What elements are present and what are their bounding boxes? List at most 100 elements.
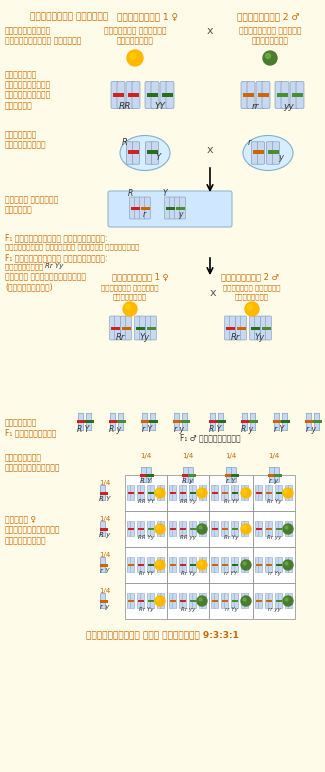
FancyBboxPatch shape (173, 594, 177, 608)
Circle shape (285, 598, 288, 601)
Circle shape (283, 488, 293, 498)
Circle shape (197, 488, 207, 498)
Bar (180, 492, 186, 494)
Text: விதையிலை: விதையிலை (235, 293, 269, 300)
FancyBboxPatch shape (193, 557, 197, 573)
FancyBboxPatch shape (121, 316, 126, 340)
Text: உருண்டை மஞ்சள்: உருண்டை மஞ்சள் (101, 284, 159, 290)
FancyBboxPatch shape (193, 522, 197, 537)
Bar (276, 492, 282, 494)
Bar (212, 528, 218, 530)
Bar (209, 547, 253, 583)
Circle shape (157, 489, 160, 493)
Text: இருமடிய
பெற்றோரின்
மரபணுவாக்க
வகையம்: இருமடிய பெற்றோரின் மரபணுவாக்க வகையம் (5, 70, 51, 110)
Bar (200, 528, 206, 530)
Bar (138, 564, 144, 566)
FancyBboxPatch shape (129, 197, 136, 219)
Text: rr Yy: rr Yy (267, 571, 280, 576)
FancyBboxPatch shape (193, 486, 197, 500)
FancyBboxPatch shape (183, 486, 187, 500)
Circle shape (241, 596, 251, 606)
Text: y: y (278, 153, 283, 162)
Text: rr: rr (251, 102, 259, 111)
FancyBboxPatch shape (110, 316, 115, 340)
FancyBboxPatch shape (189, 522, 193, 537)
FancyBboxPatch shape (242, 413, 248, 431)
Bar (292, 93, 303, 97)
FancyBboxPatch shape (265, 486, 269, 500)
FancyBboxPatch shape (141, 467, 146, 482)
FancyBboxPatch shape (210, 413, 216, 431)
Bar (216, 420, 226, 423)
Bar (182, 473, 190, 476)
FancyBboxPatch shape (203, 486, 207, 500)
Circle shape (283, 560, 293, 570)
FancyBboxPatch shape (262, 82, 270, 109)
FancyBboxPatch shape (151, 82, 159, 109)
Bar (127, 150, 138, 154)
Bar (147, 327, 155, 330)
Bar (276, 600, 282, 602)
Bar (232, 600, 238, 602)
FancyBboxPatch shape (157, 486, 161, 500)
FancyBboxPatch shape (141, 486, 145, 500)
Bar (158, 492, 164, 494)
FancyBboxPatch shape (245, 557, 249, 573)
Text: Rr Yy: Rr Yy (45, 263, 63, 269)
FancyBboxPatch shape (110, 413, 116, 431)
FancyBboxPatch shape (86, 413, 92, 431)
FancyBboxPatch shape (150, 316, 157, 340)
FancyBboxPatch shape (269, 486, 273, 500)
Text: 1/4: 1/4 (140, 453, 152, 459)
Text: R y: R y (99, 532, 111, 538)
FancyBboxPatch shape (157, 594, 161, 608)
Text: F₁ ♂ கேமீட்கள்: F₁ ♂ கேமீட்கள் (180, 433, 240, 442)
Circle shape (285, 562, 288, 565)
Bar (212, 600, 218, 602)
FancyBboxPatch shape (199, 486, 203, 500)
FancyBboxPatch shape (147, 557, 151, 573)
FancyBboxPatch shape (245, 522, 249, 537)
FancyBboxPatch shape (279, 522, 283, 537)
Bar (240, 420, 250, 423)
Bar (253, 547, 295, 583)
FancyBboxPatch shape (231, 522, 235, 537)
Bar (266, 564, 272, 566)
FancyBboxPatch shape (183, 594, 187, 608)
FancyBboxPatch shape (145, 142, 153, 164)
FancyBboxPatch shape (203, 522, 207, 537)
Text: 1/4: 1/4 (268, 453, 280, 459)
FancyBboxPatch shape (137, 594, 141, 608)
FancyBboxPatch shape (289, 486, 293, 500)
Text: பெற்றோரின்
புரத்தோற்ற வகையம்: பெற்றோரின் புரத்தோற்ற வகையம் (5, 26, 81, 46)
FancyBboxPatch shape (235, 486, 239, 500)
FancyBboxPatch shape (175, 197, 180, 219)
Bar (127, 93, 138, 97)
FancyBboxPatch shape (274, 467, 279, 482)
FancyBboxPatch shape (203, 594, 207, 608)
Bar (242, 528, 248, 530)
Text: Rr Yy: Rr Yy (267, 499, 281, 504)
FancyBboxPatch shape (281, 82, 289, 109)
Text: R Y: R Y (209, 425, 221, 434)
FancyBboxPatch shape (221, 557, 225, 573)
Text: R Y: R Y (140, 478, 152, 484)
Bar (180, 420, 189, 423)
FancyBboxPatch shape (240, 316, 246, 340)
FancyBboxPatch shape (179, 522, 183, 537)
Bar (122, 327, 131, 330)
Bar (140, 206, 150, 209)
Text: r: r (248, 138, 252, 147)
FancyBboxPatch shape (174, 413, 180, 431)
FancyBboxPatch shape (255, 486, 259, 500)
FancyBboxPatch shape (101, 521, 106, 537)
FancyBboxPatch shape (151, 486, 155, 500)
Bar (276, 528, 282, 530)
Ellipse shape (243, 136, 293, 171)
Bar (165, 206, 175, 209)
FancyBboxPatch shape (151, 142, 159, 164)
Bar (305, 420, 314, 423)
Bar (147, 150, 158, 154)
FancyBboxPatch shape (241, 522, 245, 537)
FancyBboxPatch shape (285, 522, 289, 537)
